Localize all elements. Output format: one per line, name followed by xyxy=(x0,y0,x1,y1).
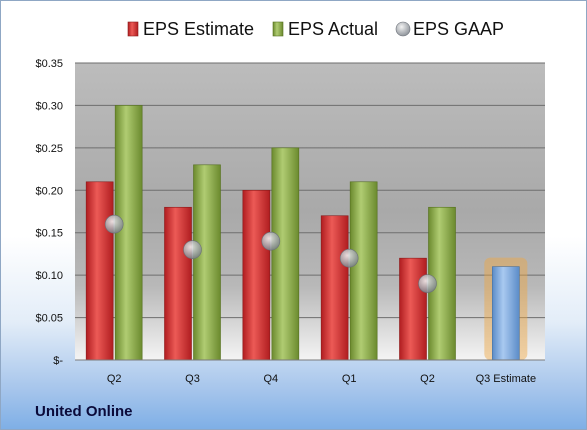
bar-eps-actual xyxy=(349,181,378,361)
y-tick-label: $0.30 xyxy=(35,100,63,112)
x-tick-label: Q3 xyxy=(185,373,200,385)
plot-area xyxy=(75,63,545,360)
bar-q3-estimate xyxy=(492,266,520,361)
y-tick-label: $0.25 xyxy=(35,143,63,155)
point-eps-gaap xyxy=(339,248,359,268)
company-label: United Online xyxy=(35,403,133,420)
y-tick-label: $0.35 xyxy=(35,58,63,70)
x-tick-label: Q4 xyxy=(263,373,278,385)
bar-eps-estimate xyxy=(320,215,349,361)
bar-eps-estimate xyxy=(242,189,271,361)
x-tick-label: Q2 xyxy=(420,373,435,385)
y-tick-label: $0.10 xyxy=(35,270,63,282)
bar-eps-actual xyxy=(193,164,221,361)
legend-swatch xyxy=(127,21,139,37)
point-eps-gaap xyxy=(183,240,202,259)
y-tick-label: $0.05 xyxy=(35,313,63,325)
y-tick-label: $0.15 xyxy=(35,228,63,240)
bar-eps-estimate xyxy=(399,257,427,361)
y-tick-label: $- xyxy=(53,355,63,367)
bar-eps-estimate xyxy=(164,206,192,361)
legend-swatch xyxy=(395,21,411,37)
legend-label: EPS GAAP xyxy=(413,19,504,39)
point-eps-gaap xyxy=(104,214,124,234)
legend-label: EPS Estimate xyxy=(143,19,254,39)
x-tick-label: Q3 Estimate xyxy=(476,373,537,385)
y-tick-label: $0.20 xyxy=(35,185,63,197)
point-eps-gaap xyxy=(418,274,437,293)
x-tick-label: Q2 xyxy=(107,373,122,385)
point-eps-gaap xyxy=(261,231,281,251)
bar-eps-estimate xyxy=(85,181,114,361)
legend-swatch xyxy=(272,21,284,37)
bar-eps-actual xyxy=(271,147,300,361)
x-tick-label: Q1 xyxy=(342,373,357,385)
bar-eps-actual xyxy=(114,105,143,361)
legend-label: EPS Actual xyxy=(288,19,378,39)
